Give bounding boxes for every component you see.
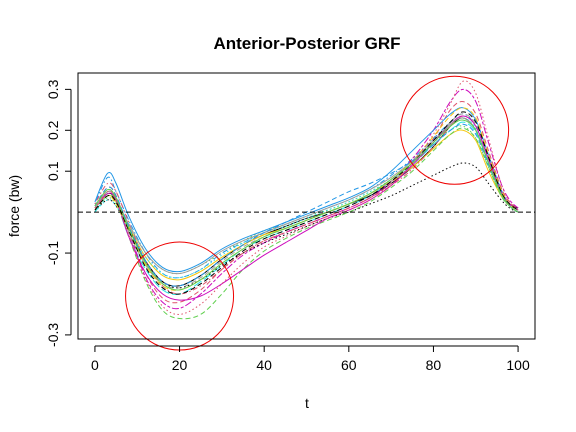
y-axis: -0.3 -0.1 0.1 0.2 0.3 [45, 79, 71, 347]
series-line-0 [95, 118, 518, 286]
series-line-16 [95, 124, 518, 286]
series-line-12 [95, 118, 518, 278]
x-tick-label-0: 0 [91, 357, 99, 373]
y-tick-label-2: 0.1 [45, 161, 61, 181]
x-axis: 0 20 40 60 80 100 [91, 346, 530, 373]
x-tick-label-4: 80 [426, 357, 442, 373]
y-axis-label: force (bw) [6, 175, 22, 237]
series-line-15 [95, 118, 518, 274]
series-line-8 [95, 163, 518, 288]
x-tick-label-3: 60 [341, 357, 357, 373]
x-tick-label-1: 20 [172, 357, 188, 373]
y-tick-label-0: -0.3 [45, 323, 61, 347]
series-line-6 [95, 130, 518, 280]
x-tick-label-2: 40 [256, 357, 272, 373]
series-line-2 [95, 126, 518, 274]
x-tick-label-5: 100 [506, 357, 530, 373]
series-line-3 [95, 114, 518, 278]
series-line-4 [95, 122, 518, 294]
chart-title: Anterior-Posterior GRF [213, 34, 400, 53]
plot-frame [78, 73, 535, 339]
y-tick-label-1: -0.1 [45, 241, 61, 265]
series-line-9 [95, 116, 518, 294]
series-line-14 [95, 108, 518, 290]
series-line-7 [95, 114, 518, 288]
y-tick-label-3: 0.2 [45, 120, 61, 140]
plot-area [78, 76, 535, 350]
y-tick-label-4: 0.3 [45, 79, 61, 99]
x-axis-label: t [305, 395, 309, 411]
